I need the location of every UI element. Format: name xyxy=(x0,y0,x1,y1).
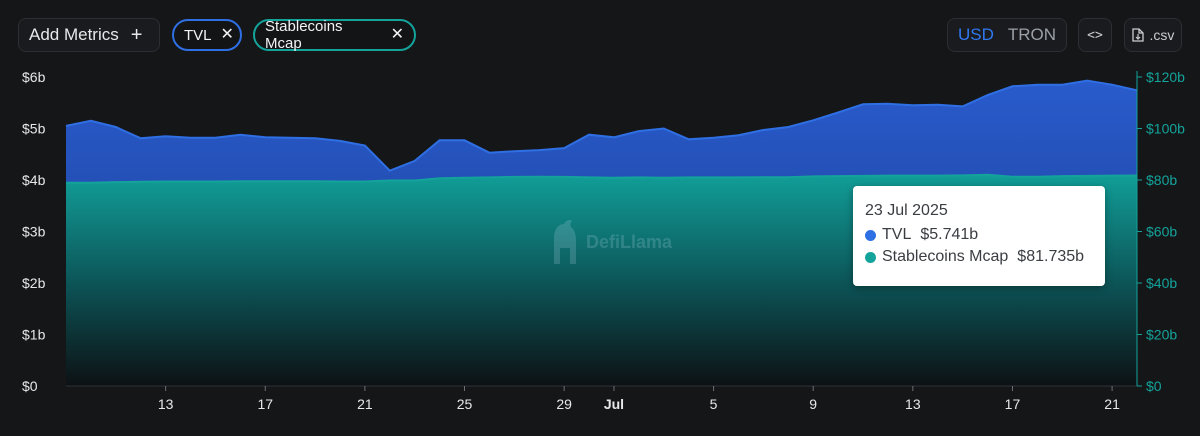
x-tick-label: Jul xyxy=(604,396,624,412)
close-icon[interactable]: ✕ xyxy=(220,26,234,43)
y-right-tick-label: $20b xyxy=(1146,327,1177,343)
metric-pill-tvl[interactable]: TVL ✕ xyxy=(172,19,242,51)
tvl-line xyxy=(65,79,1138,172)
y-right-tick-label: $100b xyxy=(1146,121,1185,137)
plus-icon: + xyxy=(130,24,143,46)
tooltip-row-stablecoins: Stablecoins Mcap $81.735b xyxy=(865,248,1093,266)
code-icon: <> xyxy=(1087,27,1103,43)
add-metrics-label: Add Metrics xyxy=(29,25,119,44)
x-tick-label: 29 xyxy=(556,396,572,412)
tooltip-series-value: $5.741b xyxy=(920,226,979,243)
stablecoins-line xyxy=(66,173,1138,184)
llama-logo-icon xyxy=(554,220,576,264)
tooltip-row-tvl: TVL $5.741b xyxy=(865,226,1093,244)
embed-code-button[interactable]: <> xyxy=(1078,18,1112,52)
chart-tooltip: 23 Jul 2025 TVL $5.741b Stablecoins Mcap… xyxy=(853,186,1105,286)
series-dot-icon xyxy=(865,251,876,263)
y-left-tick-label: $2b xyxy=(22,275,46,291)
x-tick-label: 25 xyxy=(457,396,473,412)
series-dot-icon xyxy=(865,229,876,241)
close-icon[interactable]: ✕ xyxy=(390,26,404,43)
y-right-tick-label: $0 xyxy=(1146,378,1162,394)
y-right-tick-label: $40b xyxy=(1146,275,1177,291)
add-metrics-button[interactable]: Add Metrics + xyxy=(18,18,160,52)
file-icon xyxy=(1131,28,1144,42)
metric-pill-stablecoins-mcap[interactable]: Stablecoins Mcap ✕ xyxy=(253,18,416,52)
x-tick-label: 9 xyxy=(809,396,817,412)
currency-option-usd[interactable]: USD xyxy=(958,25,994,44)
metric-pill-label: TVL xyxy=(184,26,212,44)
y-right-tick-label: $80b xyxy=(1146,172,1177,188)
y-left-tick-label: $3b xyxy=(22,224,46,240)
x-tick-label: 13 xyxy=(158,396,174,412)
currency-toggle: USD TRON xyxy=(947,18,1067,52)
currency-option-tron[interactable]: TRON xyxy=(1007,25,1056,44)
x-tick-label: 5 xyxy=(710,396,718,412)
csv-label: .csv xyxy=(1149,27,1175,43)
y-left-tick-label: $4b xyxy=(22,172,46,188)
tooltip-series-name: Stablecoins Mcap xyxy=(882,248,1009,265)
x-tick-label: 21 xyxy=(357,396,373,412)
x-tick-label: 13 xyxy=(905,396,921,412)
y-left-tick-label: $6b xyxy=(22,69,46,85)
x-tick-label: 21 xyxy=(1104,396,1120,412)
x-tick-label: 17 xyxy=(257,396,273,412)
y-left-tick-label: $5b xyxy=(22,121,46,137)
x-tick-label: 17 xyxy=(1005,396,1021,412)
y-left-tick-label: $1b xyxy=(22,327,46,343)
defillama-watermark: DefiLlama xyxy=(546,218,672,266)
tooltip-date: 23 Jul 2025 xyxy=(865,202,948,219)
y-right-tick-label: $60b xyxy=(1146,224,1177,240)
watermark-label: DefiLlama xyxy=(586,231,673,252)
toolbar: Add Metrics + TVL ✕ Stablecoins Mcap ✕ U… xyxy=(18,18,1182,54)
tooltip-series-value: $81.735b xyxy=(1017,248,1085,265)
y-left-tick-label: $0 xyxy=(22,378,38,394)
download-csv-button[interactable]: .csv xyxy=(1124,18,1182,52)
tooltip-series-name: TVL xyxy=(882,226,912,243)
metric-pill-label: Stablecoins Mcap xyxy=(265,18,343,52)
y-right-tick-label: $120b xyxy=(1146,69,1185,85)
